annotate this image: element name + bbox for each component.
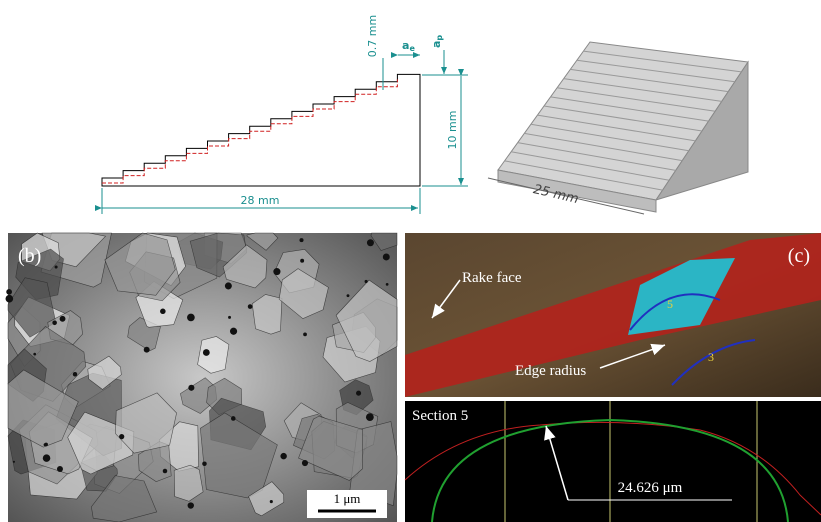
precipitate bbox=[365, 280, 368, 283]
scale-bar-label: 1 μm bbox=[334, 491, 361, 506]
precipitate bbox=[366, 413, 374, 421]
precipitate bbox=[187, 314, 195, 322]
precipitate bbox=[300, 259, 304, 263]
precipitate bbox=[119, 434, 124, 439]
precipitate bbox=[60, 316, 66, 322]
edge-radius-label: Edge radius bbox=[515, 363, 586, 379]
length-label: 28 mm bbox=[241, 194, 280, 207]
precipitate bbox=[188, 502, 194, 508]
precipitate bbox=[57, 466, 63, 472]
precipitate bbox=[52, 320, 57, 325]
precipitate bbox=[228, 316, 231, 319]
figure: 0.7 mm ae ap 10 mm 28 mm 25 mm (b) 1 μm … bbox=[0, 0, 821, 522]
section-number: 3 bbox=[708, 350, 714, 364]
ae-label: ae bbox=[402, 39, 415, 53]
precipitate bbox=[356, 391, 361, 396]
precipitate bbox=[225, 282, 232, 289]
precipitate bbox=[202, 461, 207, 466]
radius-label: 24.626 μm bbox=[618, 480, 683, 496]
panel-label: (b) bbox=[18, 245, 41, 267]
section-title: Section 5 bbox=[412, 408, 468, 424]
stair-offset bbox=[102, 79, 397, 183]
precipitate bbox=[383, 253, 390, 260]
ap-label: ap bbox=[430, 35, 444, 48]
precipitate bbox=[367, 239, 374, 246]
rake-face-label: Rake face bbox=[462, 270, 522, 286]
precipitate bbox=[347, 294, 350, 297]
precipitate bbox=[303, 333, 307, 337]
section-number: 5 bbox=[667, 297, 673, 311]
page: 0.7 mm ae ap 10 mm 28 mm 25 mm (b) 1 μm … bbox=[0, 0, 821, 522]
precipitate bbox=[73, 372, 77, 376]
precipitate bbox=[302, 460, 308, 466]
precipitate bbox=[231, 416, 236, 421]
precipitate bbox=[33, 353, 36, 356]
precipitate bbox=[13, 461, 15, 463]
staircase-drawing bbox=[102, 74, 420, 186]
precipitate bbox=[188, 385, 194, 391]
precipitate bbox=[230, 328, 237, 335]
precipitate bbox=[55, 265, 58, 268]
precipitate bbox=[6, 289, 12, 295]
precipitate bbox=[6, 295, 14, 303]
panel-label: (c) bbox=[788, 245, 810, 267]
precipitate bbox=[280, 453, 286, 459]
height-label: 10 mm bbox=[446, 111, 459, 150]
precipitate bbox=[144, 347, 150, 353]
precipitate bbox=[273, 268, 280, 275]
precipitate bbox=[248, 304, 253, 309]
precipitate bbox=[299, 238, 303, 242]
precipitate bbox=[270, 500, 273, 503]
precipitate bbox=[203, 349, 210, 356]
grain bbox=[198, 336, 229, 373]
precipitate bbox=[43, 454, 51, 462]
step-height-label: 0.7 mm bbox=[366, 15, 379, 57]
precipitate bbox=[44, 443, 48, 447]
precipitate bbox=[160, 309, 166, 315]
grain bbox=[252, 294, 282, 334]
precipitate bbox=[386, 283, 389, 286]
stair-outline bbox=[102, 74, 420, 186]
precipitate bbox=[163, 469, 168, 474]
